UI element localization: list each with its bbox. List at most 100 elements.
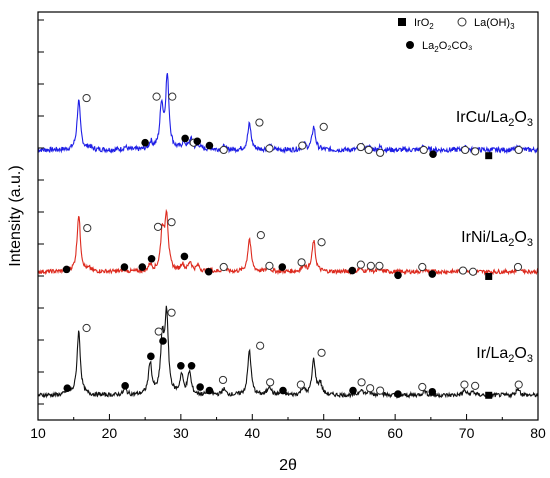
iro2-marker <box>485 391 493 399</box>
x-ticks: 10 20 30 40 50 60 70 80 <box>30 414 546 441</box>
la-oh3-marker <box>461 145 470 155</box>
la2o2co3-marker <box>177 361 185 370</box>
la-oh3-marker <box>418 262 427 272</box>
la2o2co3-marker <box>429 150 437 159</box>
la2o2co3-marker <box>138 263 147 271</box>
la-oh3-marker <box>298 141 307 150</box>
la2o2co3-marker <box>196 383 204 391</box>
la2o2co3-marker <box>394 390 402 398</box>
series-label: IrNi/La2O3 <box>461 229 533 249</box>
x-tick-label: 30 <box>173 425 189 441</box>
la2o2co3-marker <box>120 263 129 271</box>
la2o2co3-marker <box>279 386 287 395</box>
la2o2co3-marker <box>278 263 287 271</box>
la-oh3-marker <box>152 92 161 101</box>
la-oh3-marker <box>317 238 326 247</box>
la-oh3-marker <box>167 308 176 317</box>
la-oh3-marker <box>375 261 384 270</box>
xrd-pattern-line <box>37 305 539 400</box>
la-oh3-marker <box>471 147 480 156</box>
la2o2co3-marker <box>204 267 213 276</box>
x-tick-label: 20 <box>102 425 118 441</box>
la2o2co3-marker <box>159 337 167 345</box>
x-tick-label: 40 <box>244 425 260 441</box>
la-oh3-marker <box>356 260 365 269</box>
la2o2co3-marker <box>349 386 357 395</box>
legend-label: La2O₂CO₃ <box>422 40 473 54</box>
legend-marker <box>406 41 414 49</box>
series-panel <box>37 305 539 400</box>
la-oh3-marker <box>167 218 176 227</box>
la2o2co3-marker <box>394 271 402 280</box>
y-axis-label: Intensity (a.u.) <box>7 165 24 266</box>
la2o2co3-marker <box>205 386 214 395</box>
la-oh3-marker <box>256 341 265 350</box>
la-oh3-marker <box>357 378 366 387</box>
legend-marker <box>398 18 406 26</box>
la2o2co3-marker <box>428 270 437 278</box>
la2o2co3-marker <box>205 141 214 150</box>
la2o2co3-marker <box>147 352 155 361</box>
la2o2co3-marker <box>348 266 357 275</box>
la2o2co3-marker <box>63 384 72 393</box>
la2o2co3-marker <box>187 361 196 370</box>
series-panel <box>37 208 539 280</box>
la-oh3-marker <box>296 380 305 389</box>
la-oh3-marker <box>265 261 274 270</box>
la-oh3-marker <box>376 148 385 157</box>
la-oh3-marker <box>514 380 523 389</box>
y-ticks <box>38 19 44 405</box>
la2o2co3-marker <box>180 252 189 261</box>
series-label: IrCu/La2O3 <box>456 109 533 129</box>
la-oh3-marker <box>266 378 275 387</box>
x-axis-label: 2θ <box>279 457 297 474</box>
la-oh3-marker <box>83 223 92 233</box>
la2o2co3-marker <box>121 382 129 390</box>
legend-label: IrO2 <box>414 17 434 31</box>
iro2-marker <box>485 272 493 280</box>
la-oh3-marker <box>366 261 375 270</box>
la-oh3-marker <box>82 93 91 103</box>
la-oh3-marker <box>153 222 163 231</box>
la-oh3-marker <box>168 92 177 101</box>
la2o2co3-marker <box>193 137 202 146</box>
la2o2co3-marker <box>428 387 437 396</box>
la-oh3-marker <box>418 382 427 392</box>
plot-frame <box>37 11 539 421</box>
la-oh3-marker <box>317 348 326 357</box>
iro2-marker <box>485 152 493 160</box>
la-oh3-marker <box>513 262 523 272</box>
la-oh3-marker <box>256 231 265 240</box>
la-oh3-marker <box>219 145 228 155</box>
la-oh3-marker <box>514 145 523 155</box>
x-tick-label: 60 <box>387 425 403 441</box>
la-oh3-marker <box>366 384 375 393</box>
legend-marker <box>457 17 467 27</box>
la-oh3-marker <box>468 267 478 276</box>
series-panels <box>37 73 539 400</box>
la2o2co3-marker <box>141 138 149 147</box>
la-oh3-marker <box>218 375 228 385</box>
la-oh3-marker <box>82 323 91 333</box>
x-tick-label: 70 <box>459 425 475 441</box>
x-tick-label: 50 <box>316 425 332 441</box>
la-oh3-marker <box>265 144 274 153</box>
x-tick-label: 10 <box>30 425 46 441</box>
la-oh3-marker <box>319 122 328 131</box>
la-oh3-marker <box>471 381 480 390</box>
la-oh3-marker <box>356 142 365 152</box>
la-oh3-marker <box>219 262 228 272</box>
la2o2co3-marker <box>181 134 189 143</box>
x-tick-label: 80 <box>530 425 546 441</box>
la-oh3-marker <box>419 145 428 155</box>
la2o2co3-marker <box>62 265 71 274</box>
axes: 10 20 30 40 50 60 70 80 <box>30 11 546 441</box>
series-labels: IrCu/La2O3 IrNi/La2O3 Ir/La2O3 <box>456 109 533 365</box>
la-oh3-marker <box>376 386 385 395</box>
la-oh3-marker <box>154 327 163 336</box>
la2o2co3-marker <box>147 254 156 263</box>
xrd-pattern-line <box>37 73 539 155</box>
la-oh3-marker <box>364 145 373 155</box>
